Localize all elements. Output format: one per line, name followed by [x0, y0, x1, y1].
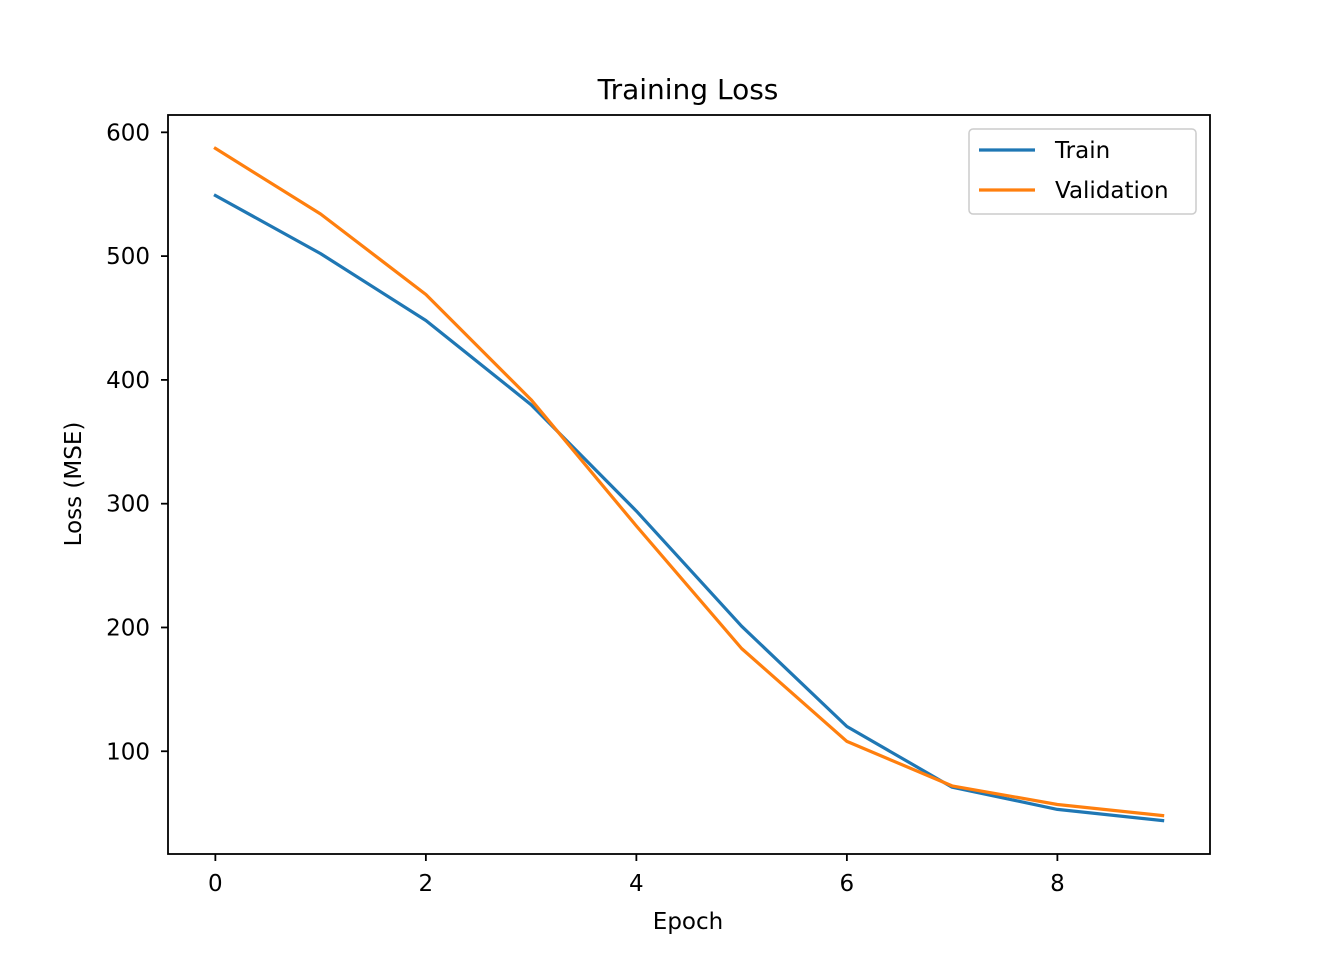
y-tick-label: 500: [106, 244, 150, 270]
x-tick-label: 8: [1050, 871, 1065, 897]
x-tick-label: 0: [208, 871, 223, 897]
plot-frame: [167, 114, 1211, 855]
y-tick-label: 200: [106, 615, 150, 641]
y-tick-label: 300: [106, 492, 150, 518]
x-tick-label: 4: [629, 871, 644, 897]
chart-title: Training Loss: [597, 73, 779, 106]
y-tick-label: 600: [106, 120, 150, 146]
x-axis-title: Epoch: [653, 909, 723, 935]
y-axis-title: Loss (MSE): [61, 422, 87, 547]
legend: Train Validation: [968, 128, 1197, 215]
x-tick-label: 2: [419, 871, 434, 897]
series-line-train: [213, 193, 1165, 823]
y-tick-label: 100: [106, 739, 150, 765]
y-tick-label: 400: [106, 368, 150, 394]
legend-label-validation: Validation: [1055, 178, 1169, 204]
legend-label-train: Train: [1054, 138, 1110, 164]
series-line-validation: [213, 146, 1165, 818]
plot-area: 0 2 4 6 8 100 200 300 400 500 600 Train Validation: [106, 114, 1211, 897]
x-tick-label: 6: [840, 871, 855, 897]
